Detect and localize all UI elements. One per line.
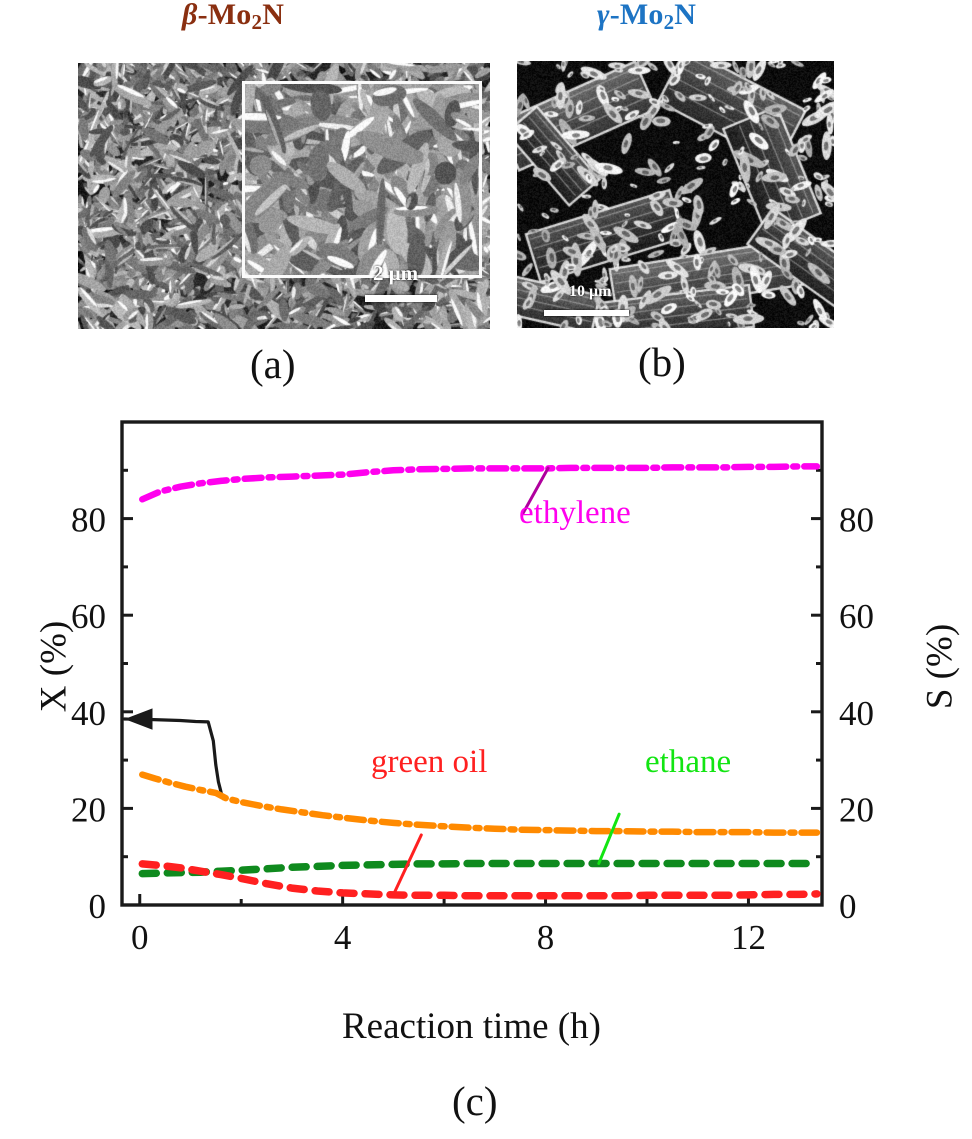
plot-frame [120,420,824,907]
series-line [139,463,821,503]
scalebar-line-a [365,295,437,302]
y2-tick-label: 60 [839,597,874,636]
x-tick-label: 4 [334,918,352,957]
x-tick-label: 0 [131,918,149,957]
gamma-title-tail: N [674,0,697,31]
y-tick-label: 60 [71,597,106,636]
y-axis-left-title: X (%) [33,620,75,713]
series-line [139,771,821,836]
y-tick-label: 40 [71,694,106,733]
annotation-ethylene: ethylene [519,495,631,531]
y-tick-label: 20 [71,790,106,829]
leader-ethylene [521,466,550,516]
panel-caption-c: (c) [452,1078,498,1124]
series-line [138,859,821,878]
x-axis-title: Reaction time (h) [342,1006,601,1047]
y2-tick-label: 0 [839,887,857,926]
leader-green-oil [391,833,423,897]
y2-tick-label: 80 [839,501,874,540]
gamma-title-sub: 2 [663,10,675,34]
beta-title-tail: N [262,0,285,31]
leader-ethane [597,812,621,865]
sem-title-gamma: γ-Mo2N [597,0,696,35]
annotation-green-oil: green oil [371,744,488,780]
beta-title-rest: -Mo [197,0,252,31]
sem-image-panel-b: 10 μm [517,61,834,328]
panel-caption-a: (a) [250,341,296,387]
series-line [138,860,821,900]
chart-svg: 0 20 40 60 80 0 20 40 60 80 0 4 8 12 [71,420,874,957]
y-tick-label: 0 [89,887,107,926]
y-tick-label: 80 [71,501,106,540]
y2-tick-label: 40 [839,694,874,733]
x-tick-label: 12 [731,918,766,957]
beta-symbol: β [182,0,198,31]
panel-caption-b: (b) [638,339,686,385]
scalebar-label-b: 10 μm [569,283,612,300]
x-tick-label: 8 [537,918,555,957]
beta-title-sub: 2 [251,10,263,34]
gamma-title-rest: -Mo [609,0,664,31]
scalebar-line-b [544,310,629,316]
x-curve-arrow [124,708,153,730]
y2-tick-label: 20 [839,790,874,829]
scalebar-label-a: 2 μm [373,261,419,285]
y-axis-right-title: S (%) [919,623,961,710]
annotation-ethane: ethane [645,744,732,780]
chart-panel-c: 0 20 40 60 80 0 20 40 60 80 0 4 8 12 [0,395,972,1055]
sem-image-panel-a: 2 μm [78,63,490,329]
sem-micrograph-a [78,63,490,329]
sem-micrograph-b [517,61,834,328]
sem-title-beta: β-Mo2N [182,0,284,35]
gamma-symbol: γ [597,0,610,31]
